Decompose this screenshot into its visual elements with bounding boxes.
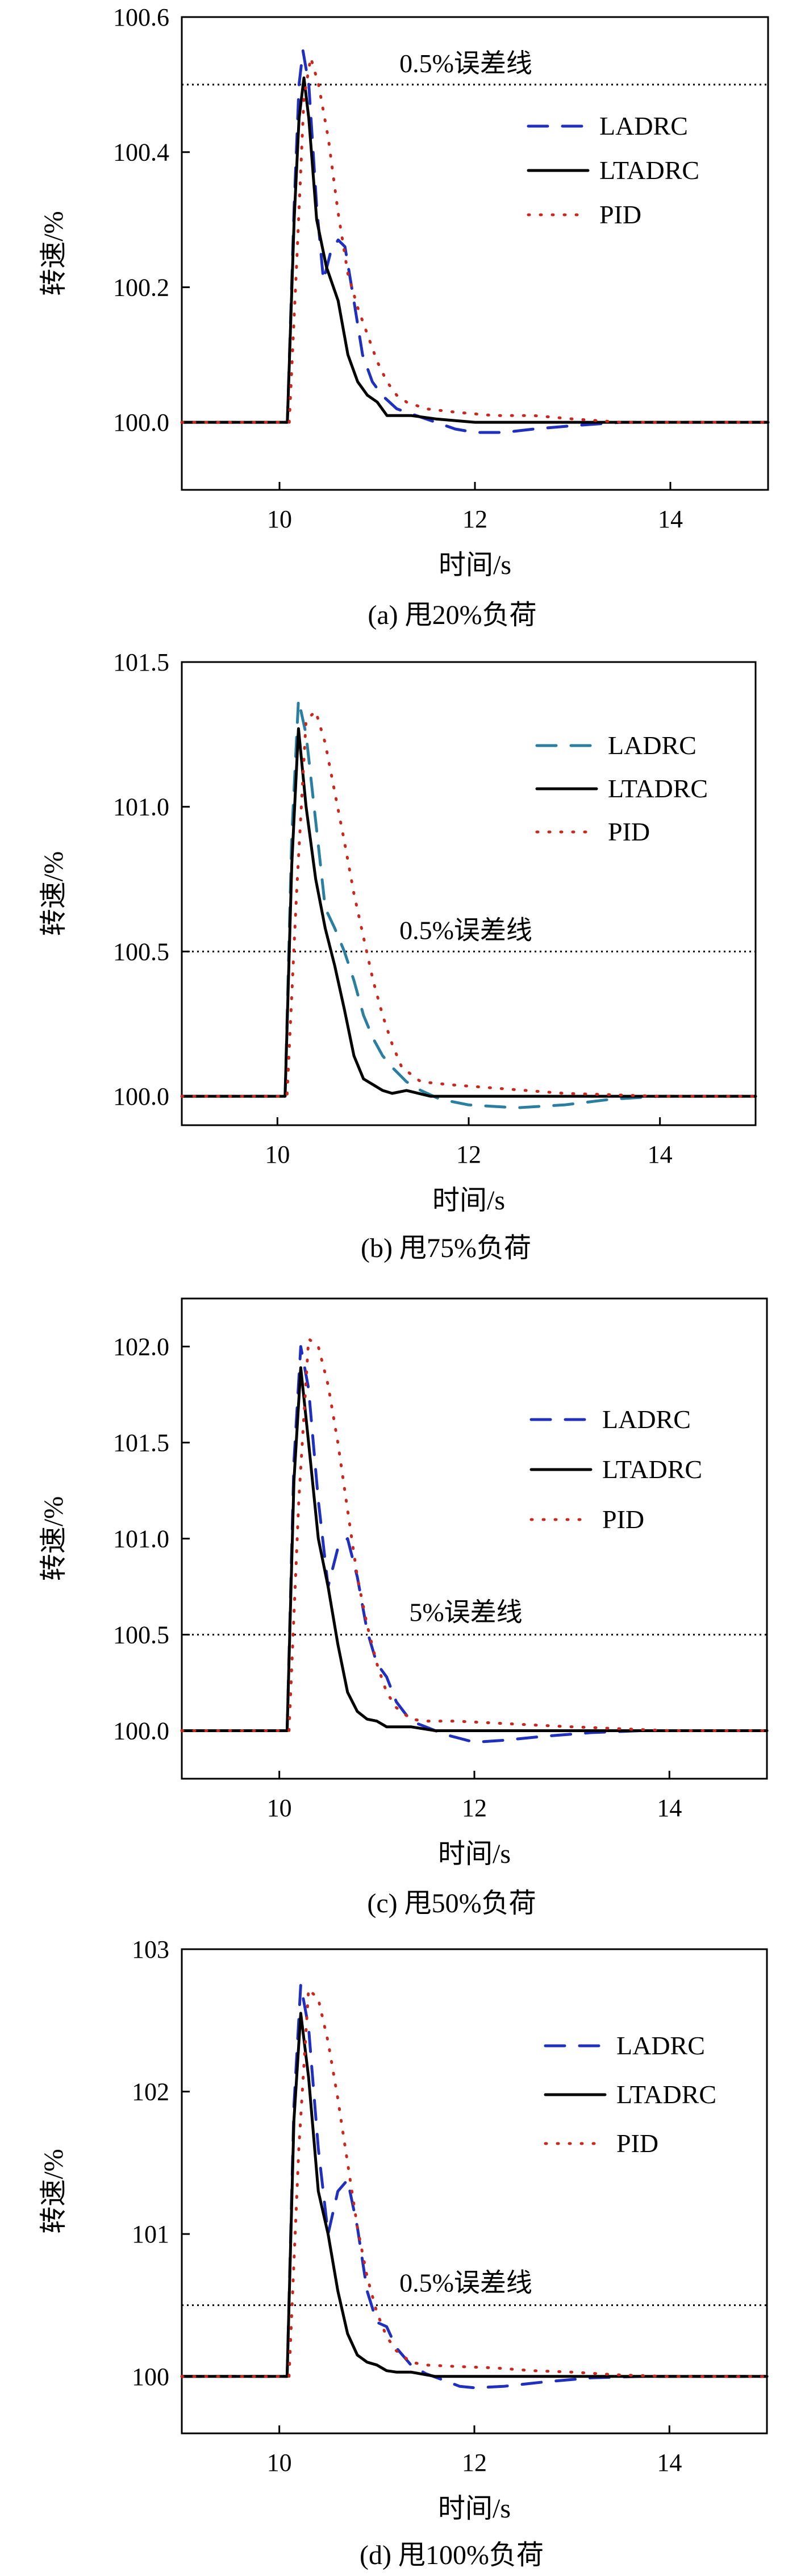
x-tick-label: 14 [657,2449,682,2477]
legend-label-pid: PID [602,1505,644,1534]
series-line-ltadrc [180,727,757,1098]
y-axis-label: 转速/% [39,2149,69,2233]
x-axis-label: 时间/s [439,550,511,580]
series-line-pid [180,1987,769,2378]
y-tick-label: 100.5 [113,938,169,966]
y-tick-label: 100.0 [113,1083,169,1110]
x-tick-label: 14 [657,1794,682,1822]
x-tick-label: 12 [462,505,487,533]
chart-panel-3: 100.0 100.5 101.0 101.5 102.0 10 12 14 时间/s 转速/% 5… [39,1297,769,1919]
x-axis-label: 时间/s [438,2494,511,2524]
legend-label-ltadrc: LTADRC [616,2080,716,2109]
series-line-ltadrc [180,76,770,424]
x-tick-label: 10 [265,1141,290,1168]
y-axis-label: 转速/% [39,1496,69,1581]
plot-frame [181,16,769,491]
legend-label-ladrc: LADRC [616,2031,705,2060]
series-line-pid [180,710,757,1098]
y-tick-label: 100 [132,2363,169,2391]
panel-caption: (c) 甩50%负荷 [367,1888,536,1919]
legend-label-ltadrc: LTADRC [608,774,708,803]
series-line-ladrc [180,49,770,434]
reference-line-label: 0.5%误差线 [399,49,532,78]
reference-line-label: 0.5%误差线 [399,915,532,944]
plot-frame [181,1297,768,1780]
chart-panel-1: 100.0 100.2 100.4 100.6 10 12 14 时间/s 转速/% 0.5%误差… [39,3,770,630]
plot-frame [181,1948,768,2434]
legend-label-pid: PID [616,2129,658,2158]
y-tick-label: 100.0 [113,409,169,436]
legend-label-ltadrc: LTADRC [602,1455,702,1484]
y-tick-label: 101 [132,2220,169,2248]
series-line-pid [180,1337,769,1732]
y-tick-label: 101.0 [113,1525,169,1553]
y-tick-label: 103 [132,1936,169,1963]
legend-label-ladrc: LADRC [602,1405,691,1434]
x-tick-label: 12 [462,1794,487,1822]
x-tick-label: 14 [648,1141,673,1168]
y-tick-label: 101.5 [113,1429,169,1457]
panel-caption: (b) 甩75%负荷 [361,1233,531,1263]
y-tick-label: 102.0 [113,1333,169,1361]
series-line-ltadrc [180,1366,769,1732]
y-axis-label: 转速/% [39,211,69,296]
reference-line-label: 5%误差线 [409,1598,522,1627]
series-line-ladrc [180,1345,769,1744]
series-line-ladrc [180,698,757,1109]
y-axis-label: 转速/% [39,851,69,936]
legend-label-ltadrc: LTADRC [599,156,699,185]
x-axis-label: 时间/s [438,1839,511,1869]
y-tick-label: 100.6 [113,3,169,31]
reference-line-label: 0.5%误差线 [399,2268,532,2297]
y-tick-label: 100.4 [113,139,169,167]
y-tick-label: 101.0 [113,793,169,821]
panel-caption: (a) 甩20%负荷 [368,600,536,630]
legend-label-ladrc: LADRC [599,111,688,140]
chart-panel-4: 100 101 102 103 10 12 14 时间/s 转速/% 0.5%误差线 LADRC LT… [39,1936,769,2570]
x-tick-label: 14 [658,505,683,533]
series-line-ltadrc [180,2012,769,2378]
y-tick-label: 100.5 [113,1621,169,1649]
legend-label-ladrc: LADRC [608,731,696,760]
chart-panel-2: 100.0 100.5 101.0 101.5 10 12 14 时间/s 转速/% 0.5%误差… [39,648,757,1263]
x-tick-label: 10 [267,505,292,533]
x-tick-label: 12 [462,2449,487,2477]
y-tick-label: 101.5 [113,648,169,676]
series-line-ladrc [180,1983,769,2390]
x-tick-label: 10 [267,1794,292,1822]
x-tick-label: 12 [456,1141,481,1168]
y-tick-label: 100.0 [113,1717,169,1745]
y-tick-label: 102 [132,2078,169,2106]
y-tick-label: 100.2 [113,273,169,301]
panel-caption: (d) 甩100%负荷 [360,2540,544,2570]
legend-label-pid: PID [608,817,650,846]
legend-label-pid: PID [599,200,641,229]
x-axis-label: 时间/s [432,1185,505,1216]
x-tick-label: 10 [267,2449,292,2477]
